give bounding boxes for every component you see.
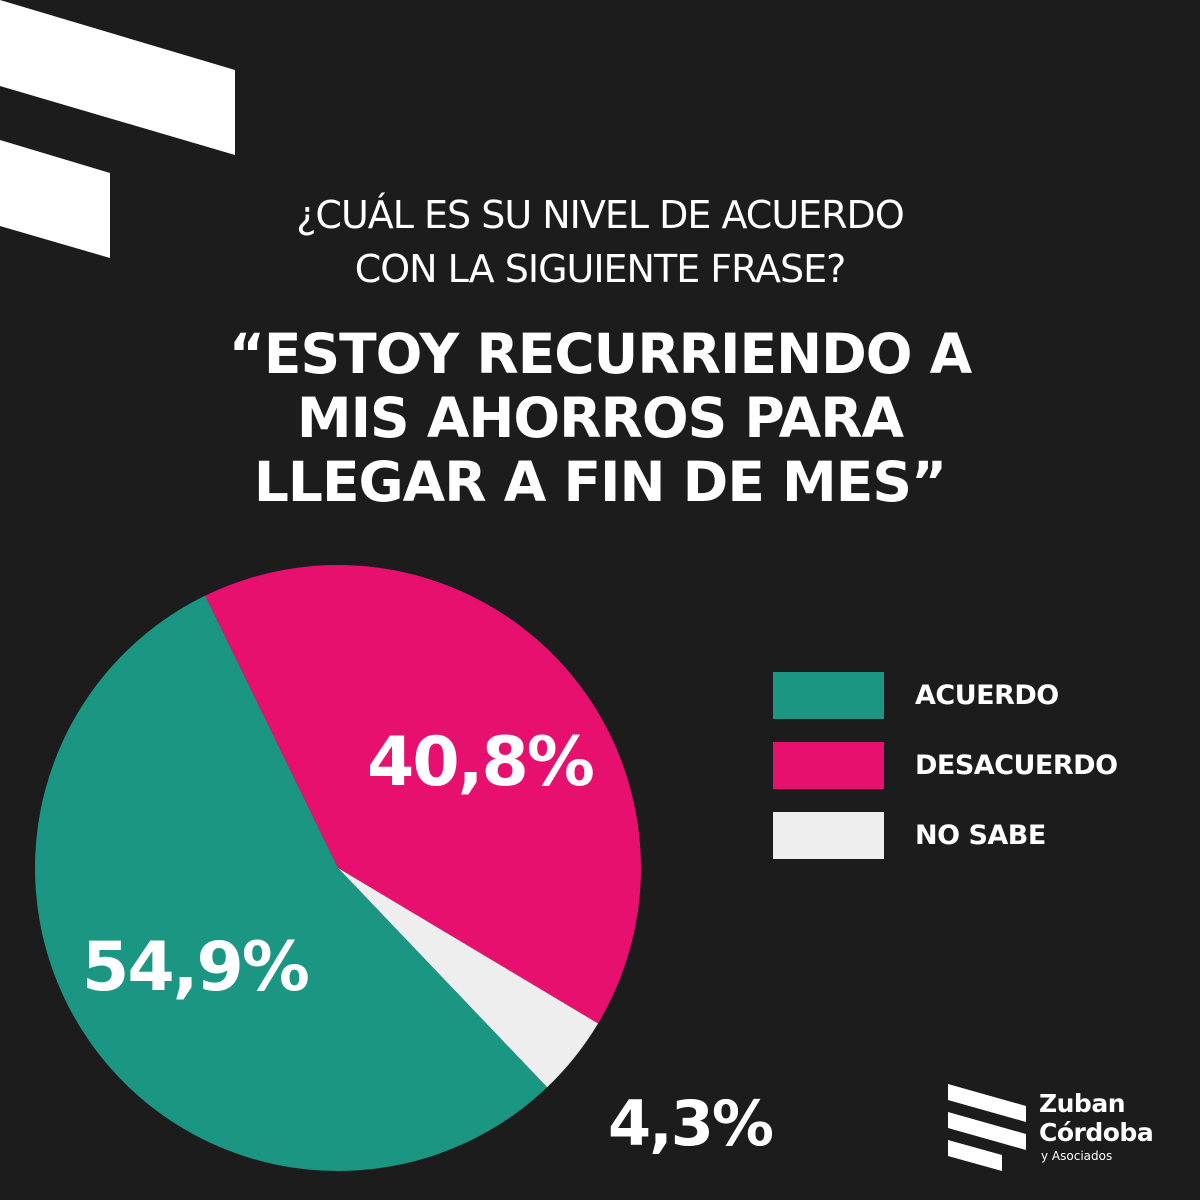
brand-name-line: Zuban <box>1039 1089 1126 1118</box>
pie-slice-no-sabe <box>338 868 599 1088</box>
brand-logo: Zuban Córdoba y Asociados <box>946 1078 1186 1178</box>
corner-stripes-decoration <box>0 0 235 258</box>
legend-item-acuerdo: ACUERDO <box>773 672 1193 719</box>
pie-slice-desacuerdo <box>205 564 642 1024</box>
legend-label: NO SABE <box>915 820 1046 851</box>
legend-swatch-no-sabe <box>773 812 884 859</box>
brand-name-line: Córdoba <box>1039 1118 1154 1147</box>
quote-line: LLEGAR A FIN DE MES” <box>253 450 947 514</box>
question-line: ¿CUÁL ES SU NIVEL DE ACUERDO <box>296 193 904 237</box>
pie-slice-acuerdo <box>35 595 548 1171</box>
data-label-no-sabe: 4,3% <box>608 1087 773 1160</box>
legend-item-no-sabe: NO SABE <box>773 812 1193 859</box>
quote-line: MIS AHORROS PARA <box>296 386 904 450</box>
quote-statement: “ESTOY RECURRIENDO A MIS AHORROS PARA LL… <box>0 322 1200 514</box>
brand-tagline: y Asociados <box>1041 1149 1113 1163</box>
data-label-desacuerdo: 40,8% <box>367 723 593 802</box>
legend-label: DESACUERDO <box>915 750 1118 781</box>
legend-swatch-acuerdo <box>773 672 884 719</box>
legend-swatch-desacuerdo <box>773 742 884 789</box>
quote-line: “ESTOY RECURRIENDO A <box>228 322 972 386</box>
chart-legend: ACUERDO DESACUERDO NO SABE <box>773 672 1193 882</box>
legend-item-desacuerdo: DESACUERDO <box>773 742 1193 789</box>
brand-name: Zuban Córdoba <box>1039 1089 1154 1147</box>
question-heading: ¿CUÁL ES SU NIVEL DE ACUERDO CON LA SIGU… <box>0 188 1200 296</box>
legend-label: ACUERDO <box>915 680 1059 711</box>
zuban-cordoba-logo-mark-icon <box>948 1084 1026 1171</box>
question-line: CON LA SIGUIENTE FRASE? <box>354 247 847 291</box>
data-label-acuerdo: 54,9% <box>82 928 308 1007</box>
